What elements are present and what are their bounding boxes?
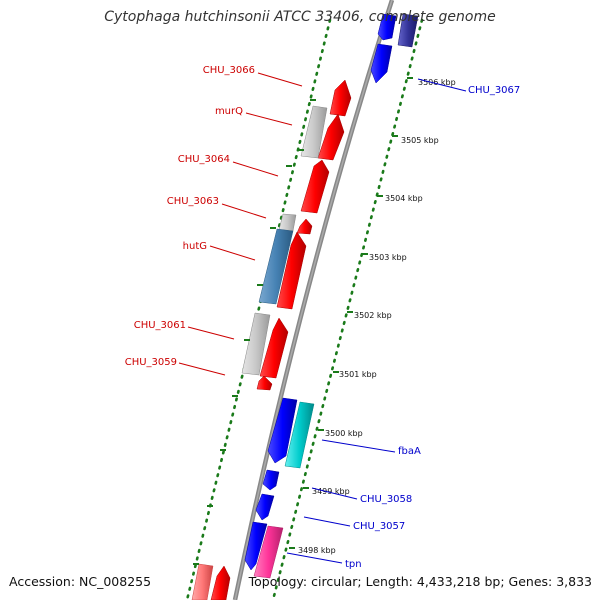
inner-dotted-track bbox=[271, 18, 424, 600]
kbp-labels: 3506 kbp 3505 kbp 3504 kbp 3503 kbp 3502… bbox=[298, 78, 456, 555]
gene-label-tpn[interactable]: tpn bbox=[345, 559, 362, 570]
gene-label-CHU_3064[interactable]: CHU_3064 bbox=[178, 154, 230, 165]
outer-track-ticks bbox=[193, 99, 316, 565]
forward-features bbox=[210, 79, 352, 600]
outer-features bbox=[191, 105, 328, 600]
reverse-gene-labels: CHU_3067 fbaA CHU_3058 CHU_3057 tpn bbox=[286, 78, 520, 570]
forward-gene-arrow[interactable] bbox=[210, 565, 231, 600]
reverse-gene-arrow[interactable] bbox=[377, 13, 397, 41]
reverse-features bbox=[244, 13, 419, 579]
forward-gene-arrow[interactable] bbox=[259, 317, 289, 379]
gene-label-hutG[interactable]: hutG bbox=[183, 241, 207, 252]
gene-label-CHU_3066[interactable]: CHU_3066 bbox=[203, 65, 255, 76]
kbp-label: 3500 kbp bbox=[325, 429, 363, 438]
forward-gene-arrow[interactable] bbox=[329, 79, 352, 117]
outer-dotted-track bbox=[185, 18, 332, 600]
top-fade bbox=[420, 0, 500, 40]
grey-feature[interactable] bbox=[300, 105, 328, 159]
reverse-gene-arrow[interactable] bbox=[267, 397, 298, 464]
kbp-label: 3505 kbp bbox=[401, 136, 439, 145]
forward-gene-arrow[interactable] bbox=[296, 218, 313, 235]
map-title: Cytophaga hutchinsonii ATCC 33406, compl… bbox=[104, 9, 496, 25]
reverse-gene-arrow[interactable] bbox=[370, 43, 393, 84]
genome-backbone-highlight bbox=[234, 0, 393, 600]
kbp-label: 3498 kbp bbox=[298, 546, 336, 555]
forward-gene-labels: CHU_3066 murQ CHU_3064 CHU_3063 hutG CHU… bbox=[125, 65, 303, 376]
kbp-label: 3504 kbp bbox=[385, 194, 423, 203]
kbp-label: 3502 kbp bbox=[354, 311, 392, 320]
pink-feature[interactable] bbox=[253, 525, 284, 579]
gene-label-CHU_3067[interactable]: CHU_3067 bbox=[468, 85, 520, 96]
lightred-feature[interactable] bbox=[191, 563, 214, 600]
gene-label-CHU_3063[interactable]: CHU_3063 bbox=[167, 196, 219, 207]
gene-label-CHU_3058[interactable]: CHU_3058 bbox=[360, 494, 412, 505]
gene-label-CHU_3059[interactable]: CHU_3059 bbox=[125, 357, 177, 368]
forward-gene-arrow[interactable] bbox=[300, 159, 330, 214]
accession-text: Accession: NC_008255 bbox=[9, 574, 152, 589]
kbp-label: 3503 kbp bbox=[369, 253, 407, 262]
forward-gene-arrow[interactable] bbox=[256, 375, 273, 391]
cyan-feature[interactable] bbox=[284, 401, 315, 469]
kbp-label: 3501 kbp bbox=[339, 370, 377, 379]
genome-summary-text: Topology: circular; Length: 4,433,218 bp… bbox=[248, 574, 592, 589]
grey-feature[interactable] bbox=[241, 312, 271, 376]
kbp-label: 3499 kbp bbox=[312, 487, 350, 496]
gene-label-CHU_3061[interactable]: CHU_3061 bbox=[134, 320, 186, 331]
reverse-gene-arrow[interactable] bbox=[262, 469, 280, 491]
navy-feature[interactable] bbox=[397, 13, 419, 48]
forward-gene-arrow[interactable] bbox=[317, 113, 345, 161]
reverse-gene-arrow[interactable] bbox=[244, 521, 268, 571]
reverse-gene-arrow[interactable] bbox=[255, 493, 275, 521]
forward-gene-arrow[interactable] bbox=[276, 231, 307, 310]
gene-label-fbaA[interactable]: fbaA bbox=[398, 446, 421, 457]
inner-track-ticks bbox=[289, 77, 413, 549]
steelblue-feature[interactable] bbox=[258, 228, 294, 305]
gene-label-CHU_3057[interactable]: CHU_3057 bbox=[353, 521, 405, 532]
kbp-label: 3506 kbp bbox=[418, 78, 456, 87]
gene-label-murQ[interactable]: murQ bbox=[215, 106, 243, 117]
